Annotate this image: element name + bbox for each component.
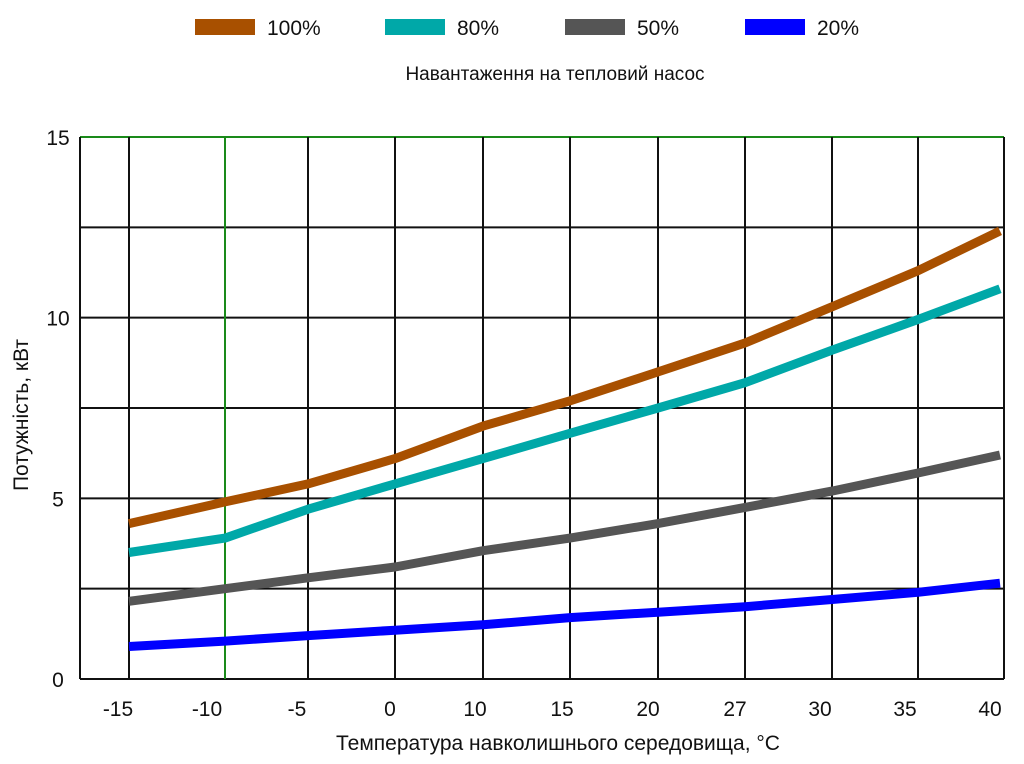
legend-swatch [565,19,625,35]
x-tick-label: 0 [384,698,396,721]
y-tick-label: 5 [52,488,64,511]
x-tick-label: -5 [288,698,307,721]
legend-label: 80% [457,17,499,40]
legend-label: 20% [817,17,859,40]
x-tick-label: -15 [103,698,133,721]
x-tick-label: 15 [550,698,573,721]
series-line-20pct [128,578,1001,651]
grid [79,136,1005,680]
legend-label: 50% [637,17,679,40]
y-tick-label: 15 [46,127,69,150]
legend-swatch [745,19,805,35]
x-tick-labels: -15 -10 -5 0 10 15 20 27 30 35 40 [103,698,1002,721]
x-tick-label: 30 [808,698,831,721]
series-line-100pct [128,226,1002,528]
y-tick-labels: 0 5 10 15 [46,127,69,692]
legend: 100% 80% 50% 20% [195,17,859,40]
y-axis-label: Потужність, кВт [10,339,33,491]
x-tick-label: 35 [893,698,916,721]
x-tick-label: 40 [978,698,1001,721]
legend-label: 100% [267,17,321,40]
legend-swatch [195,19,255,35]
y-tick-label: 0 [52,669,64,692]
series-line-80pct [128,284,1002,557]
x-tick-label: 27 [723,698,746,721]
legend-swatch [385,19,445,35]
legend-title: Навантаження на тепловий насос [405,64,704,85]
x-tick-label: 20 [636,698,659,721]
series-line-50pct [128,450,1001,606]
y-tick-label: 10 [46,308,69,331]
x-tick-label: 10 [463,698,486,721]
x-axis-label: Температура навколишнього середовища, °C [336,732,780,755]
x-tick-label: -10 [192,698,222,721]
series-lines [128,226,1002,651]
